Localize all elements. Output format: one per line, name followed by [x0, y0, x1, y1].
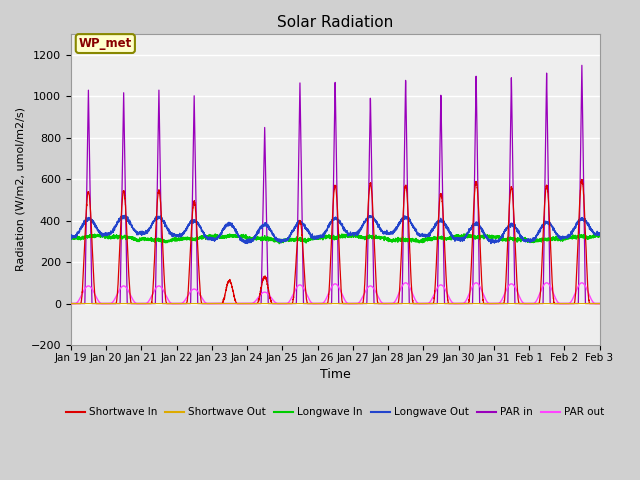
X-axis label: Time: Time	[320, 368, 351, 381]
Title: Solar Radiation: Solar Radiation	[277, 15, 393, 30]
Legend: Shortwave In, Shortwave Out, Longwave In, Longwave Out, PAR in, PAR out: Shortwave In, Shortwave Out, Longwave In…	[61, 403, 609, 421]
Y-axis label: Radiation (W/m2, umol/m2/s): Radiation (W/m2, umol/m2/s)	[15, 108, 25, 272]
Text: WP_met: WP_met	[79, 37, 132, 50]
